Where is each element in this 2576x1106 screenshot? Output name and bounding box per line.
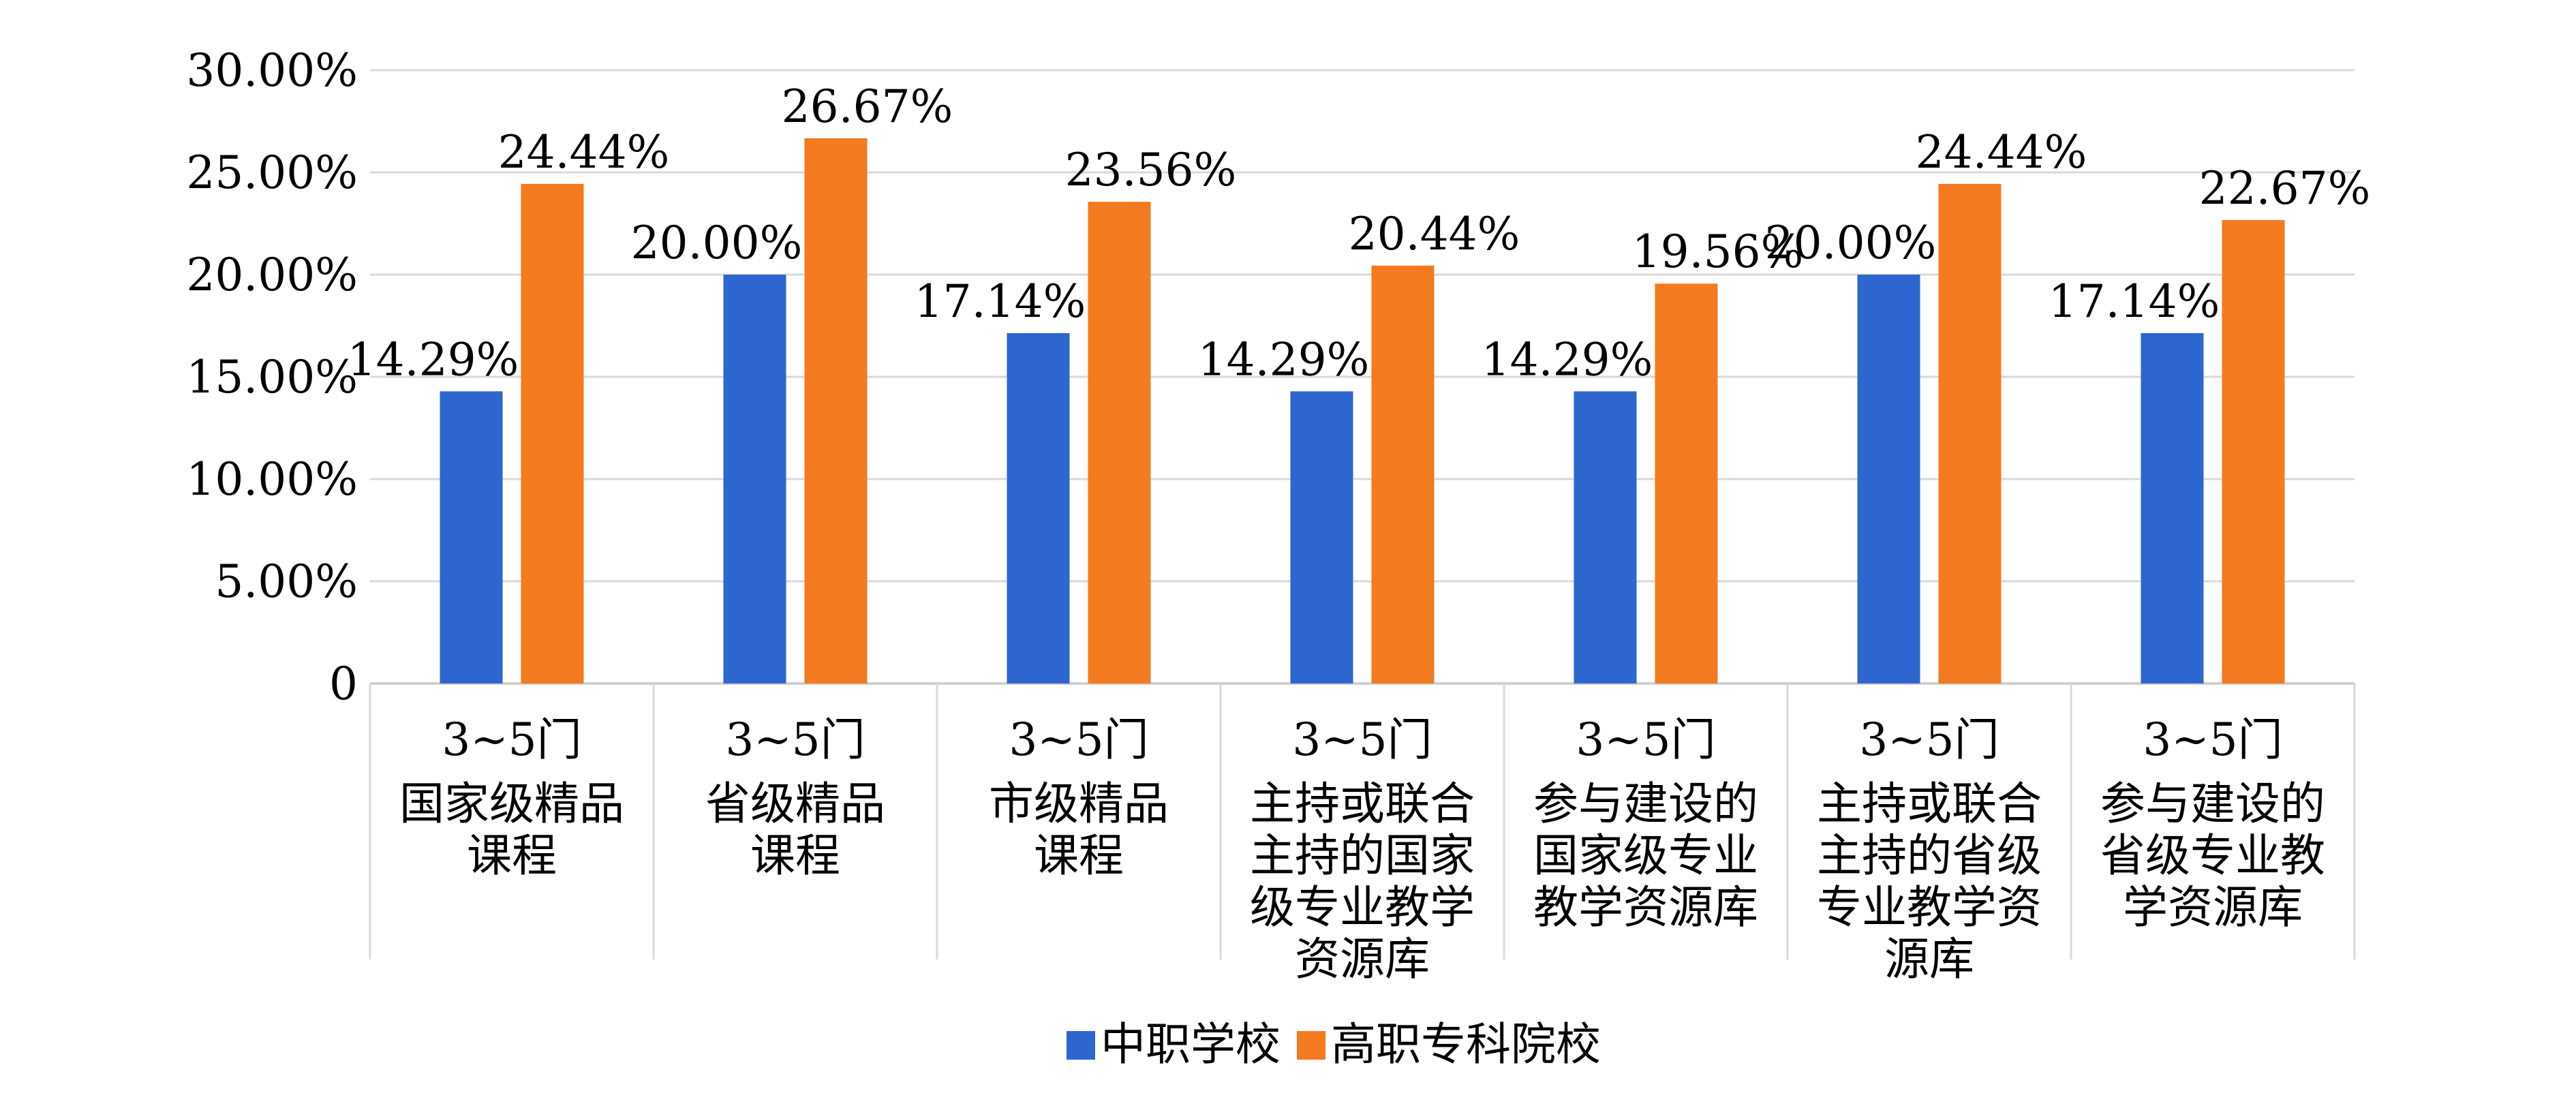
data-label: 24.44% <box>498 126 670 179</box>
bar-series-2 <box>2222 219 2285 683</box>
bar-series-1 <box>2141 333 2204 683</box>
data-label: 24.44% <box>1916 126 2087 179</box>
category-label: 3~5门 <box>1576 713 1715 766</box>
y-tick-label: 5.00% <box>215 555 358 608</box>
category-label: 源库 <box>1884 933 1974 985</box>
category-label: 参与建设的 <box>2100 778 2325 830</box>
y-tick-label: 0 <box>329 658 358 710</box>
bar-series-2 <box>804 138 868 683</box>
bar-series-1 <box>1290 391 1353 683</box>
legend-label: 中职学校 <box>1101 1018 1281 1071</box>
category-label: 国家级专业 <box>1533 829 1758 882</box>
category-label: 主持或联合 <box>1250 778 1475 830</box>
y-tick-label: 20.00% <box>186 249 358 301</box>
data-label: 14.29% <box>1482 333 1653 386</box>
data-label: 20.00% <box>1765 217 1937 269</box>
bar-series-1 <box>440 391 503 683</box>
gridlines <box>370 69 2355 685</box>
data-labels: 14.29% 20.00% 17.14% 14.29% 14.29% 20.00% 17.1… <box>348 80 2371 386</box>
category-label: 学资源库 <box>2123 881 2303 934</box>
category-label: 主持的国家 <box>1250 829 1475 882</box>
y-tick-label: 25.00% <box>186 147 358 199</box>
category-label: 资源库 <box>1295 933 1430 985</box>
category-label: 省级精品 <box>705 778 885 830</box>
data-label: 14.29% <box>348 333 519 386</box>
category-label: 级专业教学 <box>1250 881 1475 934</box>
data-label: 23.56% <box>1065 144 1237 196</box>
category-label: 3~5门 <box>1009 713 1148 766</box>
bar-series-1 <box>1857 275 1920 683</box>
category-label: 3~5门 <box>442 713 581 766</box>
category-label: 主持或联合 <box>1817 778 2042 830</box>
legend-swatch <box>1067 1031 1095 1060</box>
bar-series-1 <box>1574 391 1637 683</box>
bar-series-2 <box>521 183 584 683</box>
legend-label: 高职专科院校 <box>1331 1018 1601 1071</box>
category-label: 课程 <box>1034 829 1124 882</box>
data-label: 26.67% <box>782 80 953 133</box>
data-label: 20.00% <box>631 217 803 269</box>
x-axis: 3~5门国家级精品课程3~5门省级精品课程3~5门市级精品课程3~5门主持或联合… <box>369 683 2356 985</box>
category-label: 国家级精品 <box>399 778 624 830</box>
category-label: 课程 <box>467 829 557 882</box>
category-label: 3~5门 <box>1292 713 1432 766</box>
bar-series-1 <box>723 275 786 683</box>
legend-swatch <box>1297 1031 1325 1060</box>
data-label: 17.14% <box>915 275 1086 328</box>
y-tick-label: 15.00% <box>186 351 358 403</box>
category-label: 市级精品 <box>989 778 1169 830</box>
y-tick-label: 10.00% <box>186 453 358 506</box>
y-axis: 0 5.00% 10.00% 15.00% 20.00% 25.00% 30.00% <box>186 44 358 710</box>
bar-series-2 <box>1938 183 2002 683</box>
bar-series-2 <box>1655 283 1718 683</box>
bars <box>440 138 2285 683</box>
y-tick-label: 30.00% <box>186 44 358 97</box>
category-label: 课程 <box>750 829 840 882</box>
category-label: 3~5门 <box>725 713 865 766</box>
category-label: 3~5门 <box>1859 713 1999 766</box>
category-label: 参与建设的 <box>1533 778 1758 830</box>
data-label: 22.67% <box>2199 162 2371 215</box>
data-label: 17.14% <box>2049 275 2220 328</box>
category-label: 3~5门 <box>2143 713 2282 766</box>
data-label: 20.44% <box>1349 208 1520 260</box>
bar-series-2 <box>1371 265 1435 683</box>
bar-series-1 <box>1007 333 1070 683</box>
data-label: 19.56% <box>1632 226 1804 278</box>
category-label: 省级专业教 <box>2100 829 2325 882</box>
data-label: 14.29% <box>1198 333 1370 386</box>
bar-series-2 <box>1088 202 1151 683</box>
category-label: 教学资源库 <box>1533 881 1758 934</box>
category-label: 专业教学资 <box>1817 881 2042 934</box>
category-label: 主持的省级 <box>1817 829 2042 882</box>
legend: 中职学校 高职专科院校 <box>1067 1018 1601 1071</box>
